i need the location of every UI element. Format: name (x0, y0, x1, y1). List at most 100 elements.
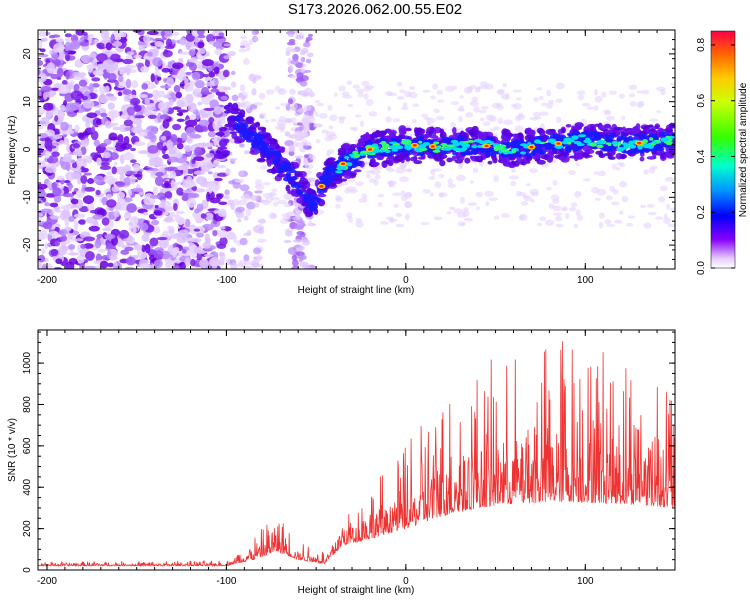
noise-blob (153, 250, 164, 259)
noise-blob (172, 249, 178, 258)
halo-blob (546, 105, 553, 109)
noise-blob (170, 133, 178, 143)
noise-blob (92, 214, 104, 220)
noise-blob (173, 202, 178, 212)
halo-blob (509, 175, 520, 180)
noise-blob (39, 229, 48, 240)
track-blob (517, 132, 524, 139)
noise-blob (205, 81, 216, 87)
noise-blob (42, 37, 48, 42)
halo-blob (467, 202, 478, 207)
halo-blob (670, 82, 675, 86)
noise-blob (307, 33, 313, 37)
noise-blob (205, 142, 214, 148)
track-peak (484, 144, 489, 148)
track-hotspot (358, 153, 367, 156)
noise-blob (188, 49, 196, 57)
noise-blob (213, 159, 218, 164)
track-core (566, 147, 572, 154)
track-core (354, 160, 363, 167)
noise-blob (199, 258, 209, 269)
noise-blob (170, 179, 176, 189)
track-peak (319, 185, 324, 188)
noise-blob (125, 78, 132, 89)
noise-blob (213, 106, 223, 115)
noise-blob (77, 219, 86, 225)
noise-blob (217, 164, 226, 169)
noise-blob (139, 222, 149, 232)
track-core (416, 136, 423, 141)
noise-blob (218, 251, 225, 257)
halo-blob (412, 103, 420, 108)
noise-blob (137, 150, 150, 155)
noise-blob (119, 199, 125, 206)
x-tick-label: -200 (37, 576, 57, 587)
track-core (389, 152, 395, 156)
track-hotspot (520, 151, 527, 155)
noise-blob (41, 248, 46, 255)
noise-blob (255, 179, 262, 187)
noise-blob (91, 83, 100, 88)
halo-blob (475, 191, 484, 198)
noise-blob (38, 212, 43, 217)
noise-blob (57, 118, 63, 124)
halo-blob (628, 155, 635, 160)
noise-blob (86, 177, 95, 184)
noise-blob (112, 126, 120, 131)
track-hotspot (647, 144, 654, 149)
noise-blob (309, 127, 315, 131)
halo-blob (613, 219, 623, 224)
noise-blob (189, 134, 202, 139)
noise-blob (110, 53, 121, 62)
track-core (478, 148, 487, 153)
noise-blob (248, 38, 254, 45)
noise-blob (303, 124, 310, 133)
halo-blob (473, 105, 480, 113)
noise-blob (124, 246, 134, 252)
noise-blob (105, 242, 112, 250)
noise-blob (44, 150, 51, 159)
track-core (412, 138, 418, 142)
track-hotspot (564, 138, 569, 142)
halo-blob (649, 118, 659, 123)
noise-blob (77, 132, 84, 139)
noise-blob (144, 97, 150, 105)
halo-blob (283, 216, 292, 221)
halo-blob (281, 213, 291, 218)
halo-blob (484, 190, 494, 197)
halo-blob (593, 171, 599, 175)
halo-blob (333, 92, 338, 97)
halo-blob (329, 114, 338, 122)
halo-blob (459, 94, 464, 99)
noise-blob (212, 41, 224, 48)
noise-blob (70, 198, 79, 205)
noise-blob (128, 222, 134, 226)
noise-blob (38, 106, 46, 116)
noise-blob (149, 134, 157, 143)
noise-blob (197, 30, 205, 36)
noise-blob (80, 138, 90, 147)
halo-blob (479, 84, 489, 90)
noise-blob (115, 181, 126, 188)
halo-blob (385, 116, 392, 123)
halo-blob (528, 168, 539, 173)
halo-blob (430, 168, 436, 176)
halo-blob (355, 88, 365, 93)
track-blob (330, 182, 337, 187)
track-hotspot (404, 146, 410, 150)
track-core (278, 162, 287, 168)
noise-blob (106, 171, 114, 175)
noise-blob (288, 65, 294, 73)
noise-blob (185, 93, 194, 104)
noise-blob (142, 129, 150, 133)
noise-blob (64, 41, 72, 52)
track-blob (388, 155, 395, 160)
halo-blob (283, 202, 292, 208)
noise-blob (191, 71, 201, 81)
track-blob (495, 139, 500, 144)
noise-blob (205, 153, 215, 158)
halo-blob (619, 210, 624, 215)
halo-blob (501, 212, 510, 219)
noise-blob (73, 71, 81, 77)
